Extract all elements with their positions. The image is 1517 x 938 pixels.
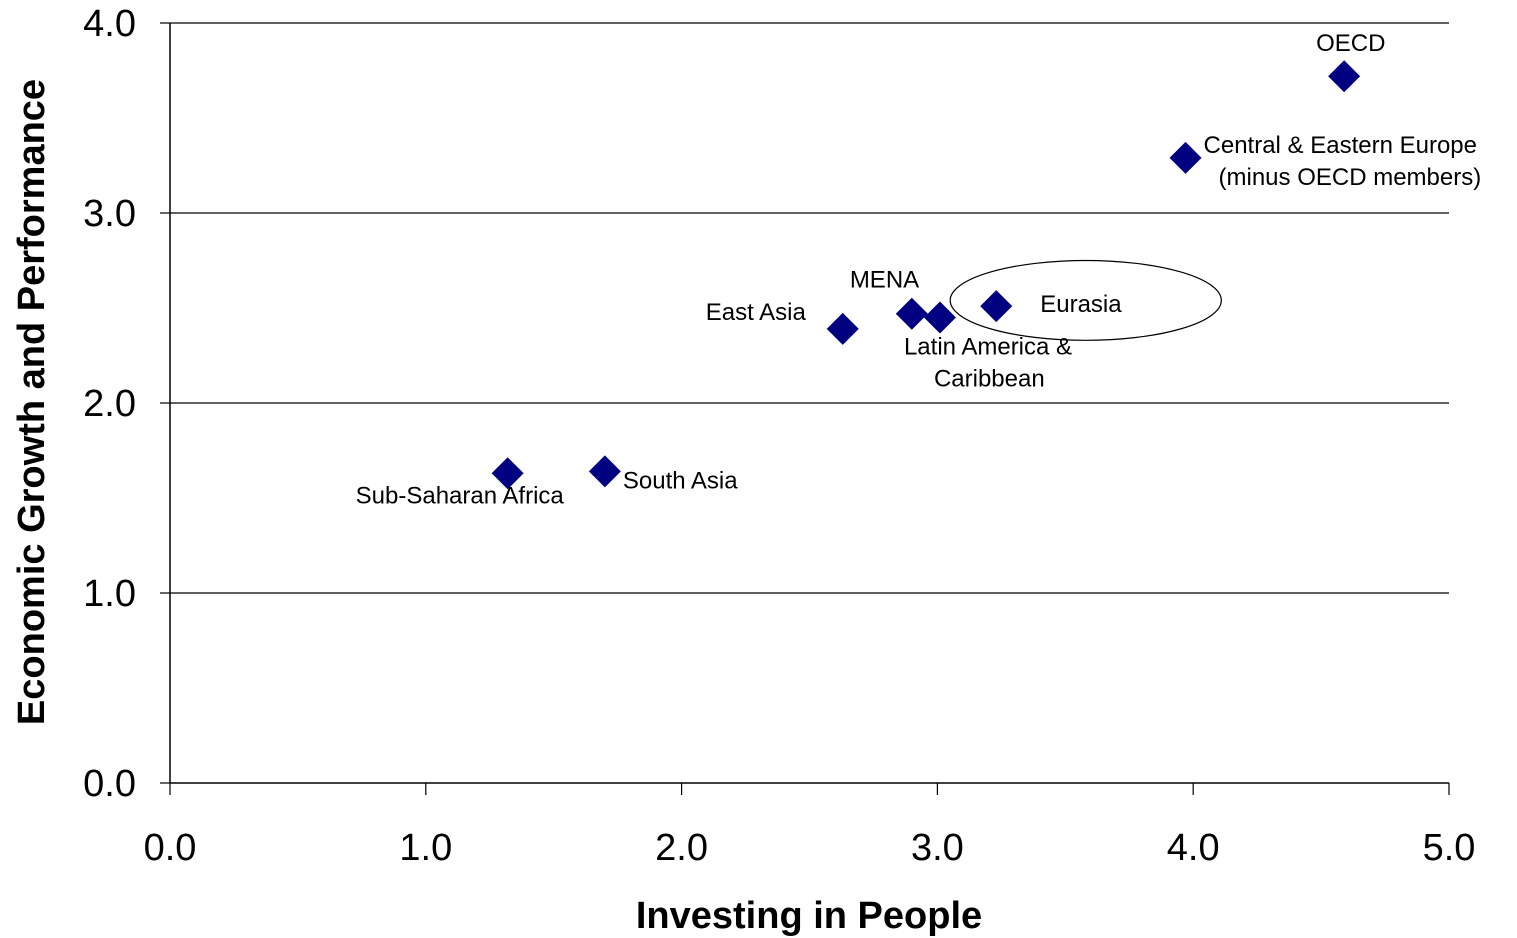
data-point bbox=[895, 297, 928, 330]
y-tick-label: 1.0 bbox=[83, 573, 136, 615]
y-axis-title: Economic Growth and Performance bbox=[11, 79, 53, 725]
tick-labels: 0.0 1.0 2.0 3.0 4.0 0.0 1.0 2.0 3.0 4.0 5.0 bbox=[83, 3, 1475, 869]
point-labels: Sub-Saharan Africa South Asia East Asia MEN… bbox=[356, 30, 1482, 509]
data-point bbox=[1169, 141, 1202, 174]
data-point bbox=[923, 301, 956, 334]
x-tick-label: 5.0 bbox=[1423, 827, 1476, 869]
y-tick-label: 4.0 bbox=[83, 3, 136, 45]
highlight-ellipse bbox=[949, 259, 1222, 341]
data-point bbox=[980, 290, 1013, 323]
point-label: (minus OECD members) bbox=[1219, 164, 1482, 191]
data-point bbox=[491, 457, 524, 490]
point-label: OECD bbox=[1316, 30, 1385, 57]
data-points bbox=[491, 60, 1361, 490]
x-tick-label: 1.0 bbox=[399, 827, 452, 869]
data-point bbox=[1328, 60, 1361, 93]
x-tick-label: 0.0 bbox=[144, 827, 197, 869]
point-label: Sub-Saharan Africa bbox=[356, 482, 565, 509]
y-tick-label: 2.0 bbox=[83, 383, 136, 425]
x-tick-label: 3.0 bbox=[911, 827, 964, 869]
annotations bbox=[949, 259, 1222, 341]
point-label: Eurasia bbox=[1040, 291, 1122, 318]
data-point bbox=[826, 312, 859, 345]
point-label: East Asia bbox=[706, 299, 807, 326]
y-tick-label: 0.0 bbox=[83, 763, 136, 805]
x-tick-label: 4.0 bbox=[1167, 827, 1220, 869]
point-label: Latin America & bbox=[904, 334, 1072, 361]
point-label: MENA bbox=[850, 267, 919, 294]
y-tick-label: 3.0 bbox=[83, 193, 136, 235]
x-tick-label: 2.0 bbox=[655, 827, 708, 869]
point-label: South Asia bbox=[623, 467, 738, 494]
data-point bbox=[588, 455, 621, 488]
grid-lines bbox=[170, 22, 1449, 594]
axes bbox=[160, 22, 1450, 795]
point-label: Central & Eastern Europe bbox=[1204, 132, 1477, 159]
point-label: Caribbean bbox=[934, 366, 1045, 393]
x-axis-title: Investing in People bbox=[636, 895, 982, 937]
